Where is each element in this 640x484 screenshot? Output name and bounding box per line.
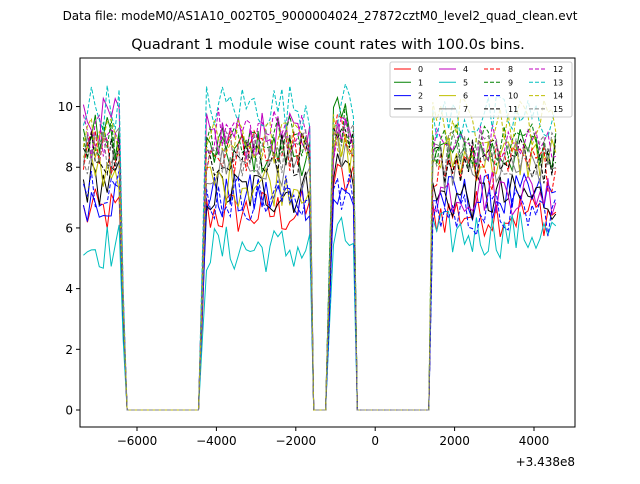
legend-frame: [389, 61, 573, 118]
y-axis: 0 2 4 6 8 10: [58, 100, 80, 418]
x-tick-label: 0: [371, 434, 379, 448]
legend-label-10: 10: [508, 92, 518, 101]
legend-label-4: 4: [463, 65, 468, 74]
legend-label-5: 5: [463, 78, 468, 87]
legend-label-1: 1: [418, 78, 423, 87]
x-tick-label: 2000: [439, 434, 470, 448]
x-offset-label: +3.438e8: [516, 455, 575, 469]
series-line-5: [83, 210, 557, 411]
x-axis: −6000 −4000 −2000 0 2000 4000: [117, 427, 550, 448]
legend-label-7: 7: [463, 105, 468, 114]
y-tick-label: 6: [65, 221, 73, 235]
legend-label-8: 8: [508, 65, 513, 74]
legend-label-0: 0: [418, 65, 423, 74]
series-line-0: [82, 163, 557, 411]
series-line-6: [82, 133, 557, 411]
x-tick-label: −2000: [276, 434, 317, 448]
series-line-15: [82, 122, 557, 411]
legend-label-13: 13: [553, 78, 563, 87]
y-tick-label: 8: [65, 161, 73, 175]
x-tick-label: −4000: [196, 434, 237, 448]
legend-label-9: 9: [508, 78, 513, 87]
plot-frame: [79, 57, 576, 428]
legend-label-2: 2: [418, 92, 423, 101]
chart-suptitle: Data file: modeM0/AS1A10_002T05_90000040…: [63, 9, 578, 23]
series-line-13: [82, 82, 557, 411]
series-line-9: [82, 103, 557, 411]
legend-label-15: 15: [553, 105, 563, 114]
chart-title: Quadrant 1 module wise count rates with …: [131, 37, 525, 53]
legend-label-11: 11: [508, 105, 518, 114]
legend-label-14: 14: [553, 92, 563, 101]
legend-label-12: 12: [553, 65, 563, 74]
y-tick-label: 4: [65, 282, 73, 296]
series-line-8: [82, 113, 557, 411]
series-line-14: [82, 98, 557, 411]
y-tick-label: 2: [65, 343, 73, 357]
series-line-12: [82, 107, 556, 411]
legend-label-6: 6: [463, 92, 468, 101]
x-tick-label: 4000: [519, 434, 550, 448]
y-tick-label: 0: [65, 404, 73, 418]
series-line-3: [82, 153, 557, 411]
x-tick-label: −6000: [117, 434, 158, 448]
series-lines: [82, 82, 557, 411]
y-tick-label: 10: [58, 100, 73, 114]
legend-label-3: 3: [418, 105, 423, 114]
